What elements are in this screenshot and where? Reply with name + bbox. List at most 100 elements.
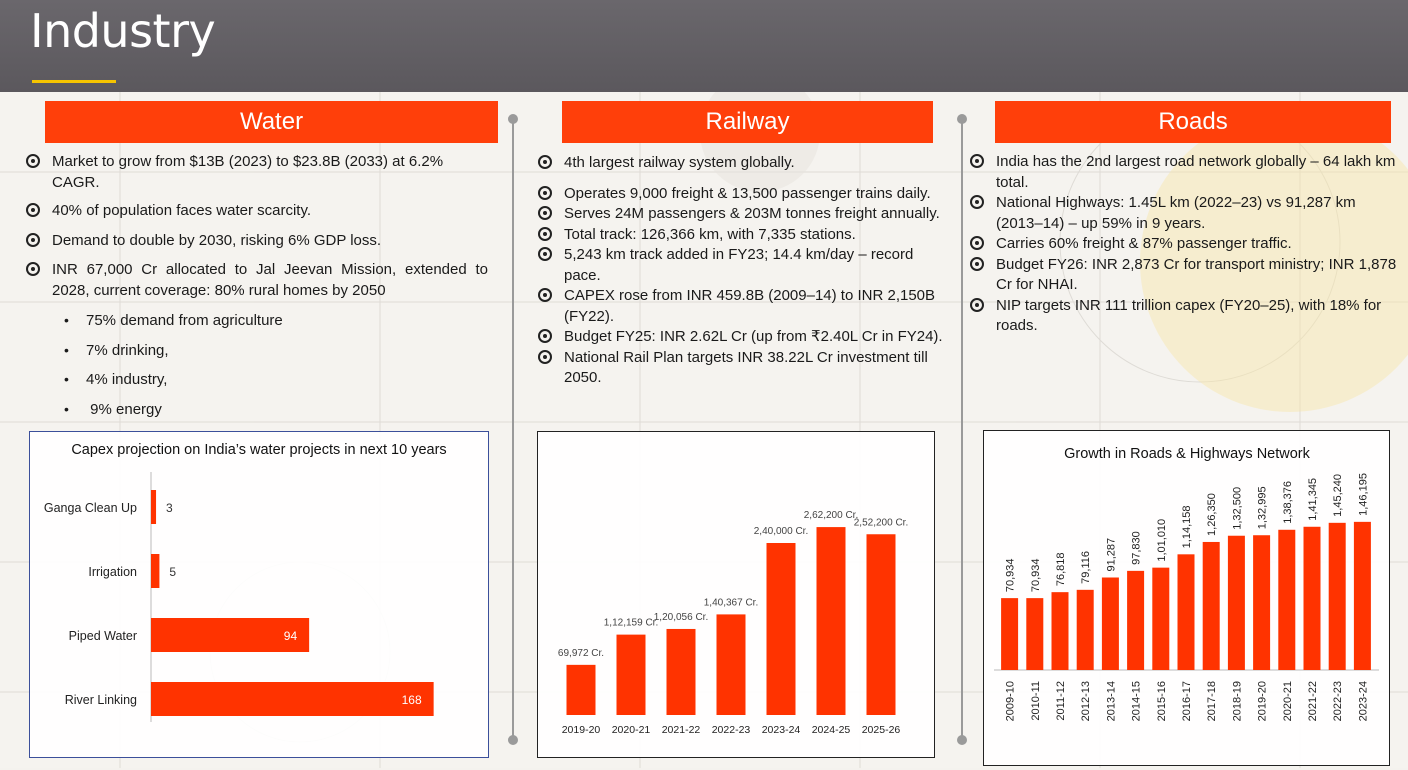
water-capex-chart: Capex projection on India’s water projec… bbox=[29, 431, 489, 758]
water-points: Market to grow from $13B (2023) to $23.8… bbox=[26, 152, 488, 301]
category-label: Irrigation bbox=[88, 565, 137, 579]
target-bullet-icon bbox=[26, 262, 40, 276]
roads-network-svg: Growth in Roads & Highways Network 70,934… bbox=[994, 446, 1379, 721]
bar bbox=[866, 534, 896, 715]
list-item: Serves 24M passengers & 203M tonnes frei… bbox=[538, 204, 952, 225]
tick-label: 2018-19 bbox=[1231, 681, 1243, 721]
tick-label: 2024-25 bbox=[812, 724, 851, 736]
data-label: 1,01,010 bbox=[1156, 519, 1168, 562]
data-label: 1,32,500 bbox=[1231, 487, 1243, 530]
page-title: Industry bbox=[30, 4, 216, 58]
list-item: Budget FY25: INR 2.62L Cr (up from ₹2.40… bbox=[538, 327, 952, 348]
chart-title: Growth in Roads & Highways Network bbox=[1064, 446, 1311, 462]
tick-label: 2013-14 bbox=[1105, 681, 1117, 721]
water-capex-svg: Capex projection on India’s water projec… bbox=[44, 442, 447, 722]
bar bbox=[766, 543, 796, 715]
list-item: 4% industry, bbox=[62, 371, 362, 401]
list-item: 40% of population faces water scarcity. bbox=[26, 201, 488, 222]
railway-heading: Railway bbox=[562, 101, 933, 143]
list-item: 4th largest railway system globally. bbox=[538, 153, 952, 174]
data-label: 1,14,158 bbox=[1181, 505, 1193, 548]
bar bbox=[1253, 535, 1271, 670]
bar bbox=[1303, 526, 1321, 670]
list-item: India has the 2nd largest road network g… bbox=[970, 152, 1398, 193]
data-label: 1,45,240 bbox=[1332, 474, 1344, 517]
bar bbox=[1278, 529, 1296, 670]
data-label: 2,40,000 Cr. bbox=[754, 526, 808, 537]
roads-network-chart: Growth in Roads & Highways Network 70,934… bbox=[983, 430, 1390, 766]
list-item: Carries 60% freight & 87% passenger traf… bbox=[970, 234, 1398, 255]
list-item: Total track: 126,366 km, with 7,335 stat… bbox=[538, 225, 952, 246]
railway-budget-chart: 69,972 Cr. 2019-20 1,12,159 Cr. 2020-21 1,20… bbox=[537, 431, 935, 758]
data-label: 2,52,200 Cr. bbox=[854, 517, 908, 528]
tick-label: 2015-16 bbox=[1156, 681, 1168, 721]
tick-label: 2011-12 bbox=[1055, 681, 1067, 721]
target-bullet-icon bbox=[970, 195, 984, 209]
data-label: 70,934 bbox=[1030, 558, 1042, 592]
bar bbox=[816, 527, 846, 715]
water-subpoints: 75% demand from agriculture 7% drinking,… bbox=[62, 312, 362, 430]
bar bbox=[666, 628, 696, 715]
tick-label: 2019-20 bbox=[1257, 681, 1269, 721]
divider-dot bbox=[957, 735, 967, 745]
data-label: 91,287 bbox=[1105, 538, 1117, 572]
bar bbox=[616, 634, 646, 715]
list-item: National Rail Plan targets INR 38.22L Cr… bbox=[538, 348, 952, 389]
list-item: NIP targets INR 111 trillion capex (FY20… bbox=[970, 296, 1398, 337]
target-bullet-icon bbox=[970, 297, 984, 312]
target-bullet-icon bbox=[538, 206, 552, 220]
data-label: 168 bbox=[402, 693, 422, 707]
target-bullet-icon bbox=[538, 155, 552, 169]
target-bullet-icon bbox=[970, 154, 984, 168]
data-label: 94 bbox=[284, 629, 298, 643]
divider-dot bbox=[957, 114, 967, 124]
bar bbox=[151, 490, 157, 524]
bar bbox=[151, 682, 434, 716]
target-bullet-icon bbox=[538, 349, 552, 364]
tick-label: 2016-17 bbox=[1181, 681, 1193, 721]
target-bullet-icon bbox=[26, 154, 40, 168]
bar bbox=[1152, 567, 1170, 670]
data-label: 79,116 bbox=[1080, 551, 1092, 584]
target-bullet-icon bbox=[538, 226, 552, 241]
target-bullet-icon bbox=[970, 236, 984, 250]
data-label: 1,32,995 bbox=[1257, 486, 1269, 529]
bar bbox=[151, 618, 310, 652]
target-bullet-icon bbox=[970, 256, 984, 271]
data-label: 1,12,159 Cr. bbox=[604, 618, 658, 629]
list-item: 7% drinking, bbox=[62, 342, 362, 372]
data-label: 1,20,056 Cr. bbox=[654, 612, 708, 623]
data-label: 70,934 bbox=[1005, 558, 1017, 592]
bar bbox=[1227, 535, 1245, 670]
tick-label: 2023-24 bbox=[1357, 681, 1369, 721]
tick-label: 2014-15 bbox=[1131, 681, 1143, 721]
data-label: 5 bbox=[169, 565, 176, 579]
railway-budget-svg: 69,972 Cr. 2019-20 1,12,159 Cr. 2020-21 1,20… bbox=[558, 510, 908, 736]
roads-points: India has the 2nd largest road network g… bbox=[970, 152, 1398, 337]
list-item: Demand to double by 2030, risking 6% GDP… bbox=[26, 231, 488, 252]
bar bbox=[1001, 598, 1019, 670]
data-label: 97,830 bbox=[1131, 531, 1143, 565]
tick-label: 2023-24 bbox=[762, 724, 801, 736]
category-label: Ganga Clean Up bbox=[44, 501, 137, 515]
divider-dot bbox=[508, 114, 518, 124]
tick-label: 2025-26 bbox=[862, 724, 901, 736]
data-label: 1,40,367 Cr. bbox=[704, 597, 758, 608]
tick-label: 2009-10 bbox=[1005, 681, 1017, 721]
bar bbox=[566, 664, 596, 715]
target-bullet-icon bbox=[538, 288, 552, 302]
data-label: 3 bbox=[166, 501, 173, 515]
target-bullet-icon bbox=[538, 185, 552, 200]
bar bbox=[1127, 570, 1145, 670]
bar bbox=[716, 614, 746, 715]
list-item: 75% demand from agriculture bbox=[62, 312, 362, 342]
bar bbox=[151, 554, 160, 588]
bar bbox=[1051, 592, 1069, 670]
data-label: 1,38,376 bbox=[1282, 481, 1294, 524]
data-label: 1,46,195 bbox=[1357, 473, 1369, 516]
list-item: CAPEX rose from INR 459.8B (2009–14) to … bbox=[538, 286, 952, 327]
tick-label: 2012-13 bbox=[1080, 681, 1092, 721]
tick-label: 2022-23 bbox=[1332, 681, 1344, 721]
target-bullet-icon bbox=[26, 203, 40, 217]
list-item: Operates 9,000 freight & 13,500 passenge… bbox=[538, 184, 952, 205]
